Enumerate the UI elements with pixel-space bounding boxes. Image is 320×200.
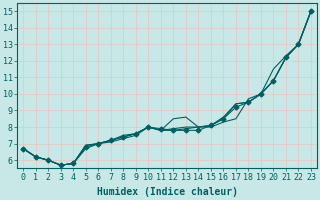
X-axis label: Humidex (Indice chaleur): Humidex (Indice chaleur) <box>97 187 237 197</box>
